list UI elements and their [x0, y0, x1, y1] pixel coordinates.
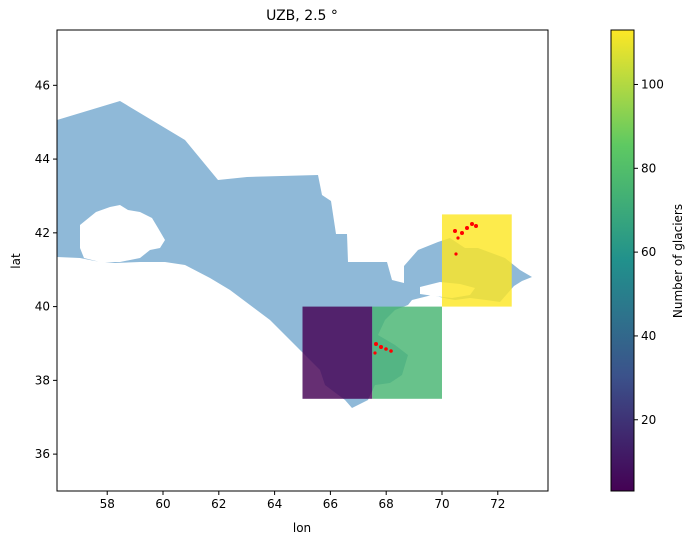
- glacier-mark: [465, 226, 469, 230]
- y-tick-label: 46: [35, 78, 50, 92]
- colorbar-tick-label: 80: [641, 161, 656, 175]
- x-tick-label: 68: [379, 497, 394, 511]
- glacier-mark: [389, 349, 393, 353]
- colorbar-ticks: 20 40 60 80 100: [634, 77, 664, 427]
- glacier-mark: [373, 351, 377, 355]
- colorbar: [610, 29, 635, 492]
- glacier-mark: [474, 224, 478, 228]
- y-tick-label: 42: [35, 226, 50, 240]
- glacier-count-cell: [441, 214, 512, 307]
- y-axis-label: lat: [9, 253, 23, 269]
- glacier-count-cell: [372, 306, 442, 399]
- aral-sea-cutout: [80, 205, 165, 262]
- country-uzbekistan: [57, 101, 532, 408]
- glacier-mark: [374, 342, 378, 346]
- colorbar-tick-label: 40: [641, 329, 656, 343]
- y-tick-label: 36: [35, 447, 50, 461]
- x-axis-label: lon: [293, 521, 311, 535]
- glacier-mark: [454, 252, 458, 256]
- glacier-count-cell: [302, 306, 373, 399]
- glacier-mark: [379, 345, 383, 349]
- colorbar-tick-label: 20: [641, 413, 656, 427]
- colorbar-label: Number of glaciers: [671, 204, 685, 318]
- y-tick-label: 40: [35, 300, 50, 314]
- glacier-mark: [456, 236, 460, 240]
- colorbar-tick-label: 60: [641, 245, 656, 259]
- x-tick-label: 72: [490, 497, 505, 511]
- y-axis-ticks: 36 38 40 42 44 46: [35, 78, 57, 461]
- x-axis-ticks: 58 60 62 64 66 68 70 72: [100, 491, 505, 511]
- plot-area-frame: [56, 29, 549, 492]
- glacier-outlines: [373, 222, 478, 355]
- glacier-mark: [460, 231, 464, 235]
- x-tick-label: 66: [323, 497, 338, 511]
- x-tick-label: 60: [155, 497, 170, 511]
- glacier-mark: [384, 347, 388, 351]
- chart-title: UZB, 2.5 °: [266, 8, 338, 24]
- x-tick-label: 62: [211, 497, 226, 511]
- y-tick-label: 38: [35, 373, 50, 387]
- y-tick-label: 44: [35, 152, 50, 166]
- x-tick-label: 58: [100, 497, 115, 511]
- glacier-mark: [453, 229, 457, 233]
- colorbar-tick-label: 100: [641, 77, 664, 91]
- glacier-mark: [470, 222, 474, 226]
- x-tick-label: 70: [434, 497, 449, 511]
- x-tick-label: 64: [267, 497, 282, 511]
